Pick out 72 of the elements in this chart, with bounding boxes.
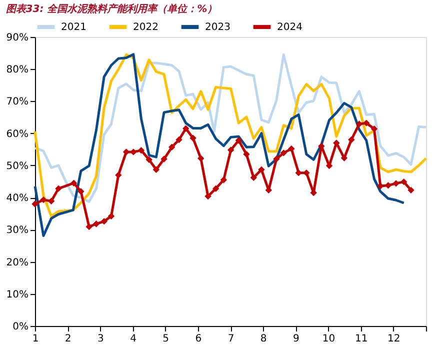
point: [258, 166, 265, 173]
x-tick-label: 6: [195, 334, 202, 344]
point: [40, 196, 47, 204]
point: [55, 185, 62, 192]
y-tick-label: 10%: [6, 289, 28, 300]
point: [152, 166, 160, 173]
line-series: [34, 53, 406, 238]
y-tick-label: 70%: [6, 96, 28, 108]
point: [212, 185, 220, 192]
legend-label: 2023: [205, 22, 230, 33]
point: [160, 156, 168, 162]
point: [348, 136, 355, 144]
point: [130, 148, 137, 156]
point: [78, 188, 84, 195]
y-tick-label: 40%: [6, 193, 28, 204]
y-tick-label: 90%: [6, 32, 28, 44]
x-tick-label: 5: [162, 334, 170, 344]
x-tick-label: 2: [64, 334, 72, 344]
point: [176, 136, 182, 144]
point: [408, 186, 414, 194]
chart-title: 图表33: 全国水泥熟料产能利用率（单位：%）: [6, 3, 218, 15]
x-tick-label: 3: [97, 334, 104, 344]
point: [190, 134, 196, 142]
point: [70, 180, 78, 186]
legend-label: 2022: [133, 22, 158, 33]
point: [108, 212, 115, 220]
point: [384, 182, 392, 189]
x-tick-label: 7: [228, 334, 234, 344]
point: [280, 150, 287, 156]
point: [250, 174, 257, 181]
point: [377, 182, 384, 190]
legend-label: 2024: [277, 22, 302, 33]
x-tick-label: 1: [32, 334, 39, 344]
point: [288, 145, 295, 152]
point: [86, 223, 92, 230]
point: [182, 125, 190, 132]
point: [363, 120, 370, 126]
point: [197, 155, 204, 162]
point: [138, 147, 145, 154]
point: [235, 137, 242, 144]
point: [100, 218, 108, 225]
y-tick-label: 50%: [6, 160, 28, 172]
y-tick-label: 30%: [6, 225, 28, 236]
x-tick-label: 9: [292, 334, 300, 344]
point: [204, 192, 212, 200]
point: [220, 176, 228, 184]
point: [273, 156, 280, 162]
point: [32, 200, 38, 208]
point: [243, 150, 250, 158]
x-tick-label: 11: [354, 334, 368, 344]
point: [48, 198, 55, 204]
point: [340, 154, 348, 162]
point: [227, 146, 234, 154]
point: [295, 169, 302, 176]
x-tick-label: 10: [322, 334, 336, 344]
x-tick-label: 8: [260, 334, 267, 344]
y-tick-label: 60%: [6, 128, 28, 140]
y-tick-label: 0%: [12, 322, 28, 332]
point: [92, 220, 100, 228]
point: [356, 120, 363, 128]
point: [400, 178, 408, 186]
legend-label: 2021: [61, 22, 86, 33]
point: [392, 180, 400, 187]
y-tick-label: 80%: [6, 64, 28, 76]
point: [168, 144, 176, 150]
point: [146, 156, 152, 164]
x-tick-label: 4: [130, 334, 136, 344]
point: [303, 169, 310, 176]
point: [115, 172, 122, 178]
y-tick-label: 20%: [6, 257, 28, 268]
x-tick-label: 12: [388, 334, 400, 344]
point: [370, 125, 378, 132]
